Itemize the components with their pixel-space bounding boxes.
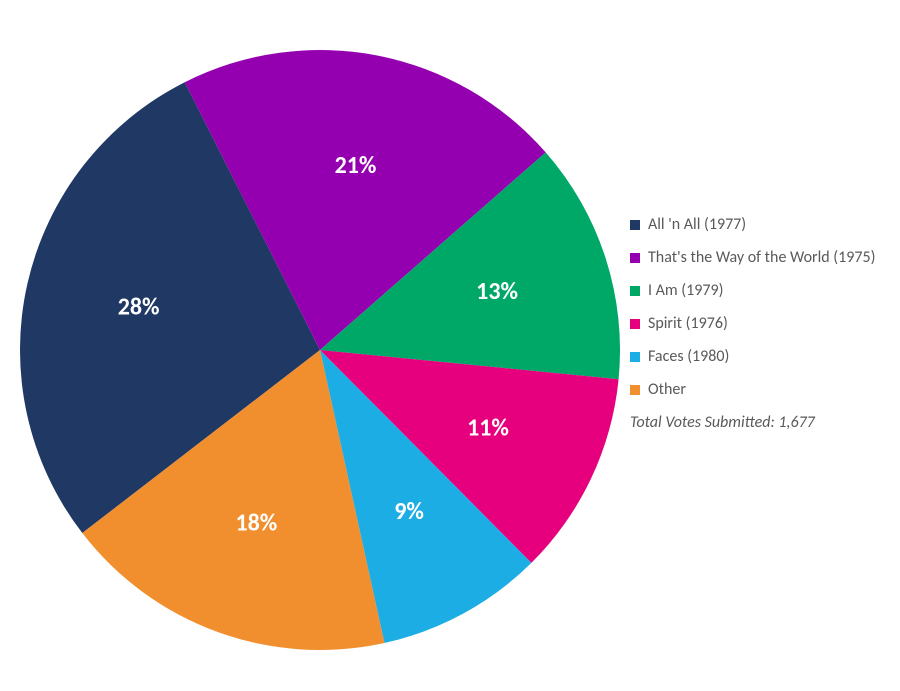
legend-label-2: I Am (1979)	[648, 281, 723, 300]
legend-swatch-5	[630, 385, 640, 395]
legend-item-1: That's the Way of the World (1975)	[630, 248, 875, 267]
legend-label-1: That's the Way of the World (1975)	[648, 248, 875, 267]
legend-swatch-0	[630, 220, 640, 230]
legend-item-0: All 'n All (1977)	[630, 215, 875, 234]
legend-item-3: Spirit (1976)	[630, 314, 875, 333]
pie-chart-container: 28% 21% 13% 11% 9% 18% All 'n All (1977) That'…	[0, 0, 900, 691]
pie-chart: 28% 21% 13% 11% 9% 18%	[20, 20, 620, 680]
pie-slice-label-3: 11%	[467, 414, 509, 443]
legend-item-2: I Am (1979)	[630, 281, 875, 300]
pie-slice-label-4: 9%	[394, 497, 424, 526]
pie-slice-label-2: 13%	[476, 277, 518, 306]
legend-label-5: Other	[648, 380, 686, 399]
legend-label-0: All 'n All (1977)	[648, 215, 746, 234]
legend-total-votes: Total Votes Submitted: 1,677	[630, 413, 875, 432]
legend-label-4: Faces (1980)	[648, 347, 729, 366]
legend-swatch-1	[630, 253, 640, 263]
legend: All 'n All (1977) That's the Way of the W…	[630, 215, 875, 432]
legend-label-3: Spirit (1976)	[648, 314, 728, 333]
legend-swatch-3	[630, 319, 640, 329]
legend-item-5: Other	[630, 380, 875, 399]
pie-slice-label-5: 18%	[235, 509, 277, 538]
legend-swatch-4	[630, 352, 640, 362]
legend-item-4: Faces (1980)	[630, 347, 875, 366]
pie-slice-label-1: 21%	[335, 151, 377, 180]
legend-swatch-2	[630, 286, 640, 296]
pie-slice-label-0: 28%	[118, 293, 160, 322]
